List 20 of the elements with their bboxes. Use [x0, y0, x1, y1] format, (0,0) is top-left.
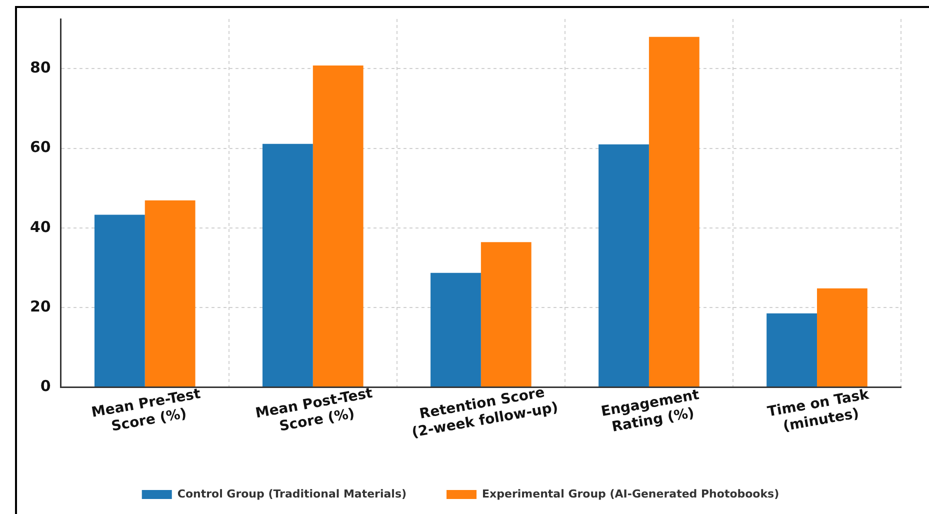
y-tick-label: 20 — [30, 297, 51, 316]
bar — [598, 144, 649, 386]
bar — [312, 66, 364, 386]
x-tick-label: Mean Pre-Test Score (%) — [90, 386, 202, 435]
bar — [766, 313, 817, 386]
y-tick-label: 60 — [30, 138, 51, 156]
bar — [816, 288, 868, 386]
bar — [262, 144, 313, 386]
y-tick-label: 80 — [30, 58, 51, 77]
legend-label: Control Group (Traditional Materials) — [177, 487, 407, 500]
y-tick-label: 0 — [40, 376, 51, 395]
legend-label: Experimental Group (AI-Generated Photobooks) — [482, 487, 780, 500]
bar — [94, 214, 145, 386]
bar — [480, 242, 532, 386]
x-tick-label: Mean Post-Test Score (%) — [254, 385, 374, 435]
bar — [648, 36, 700, 386]
bar — [144, 200, 196, 386]
x-tick-label: Retention Score (2-week follow-up) — [410, 384, 560, 442]
bar — [430, 272, 481, 386]
y-tick-label: 40 — [30, 218, 51, 236]
